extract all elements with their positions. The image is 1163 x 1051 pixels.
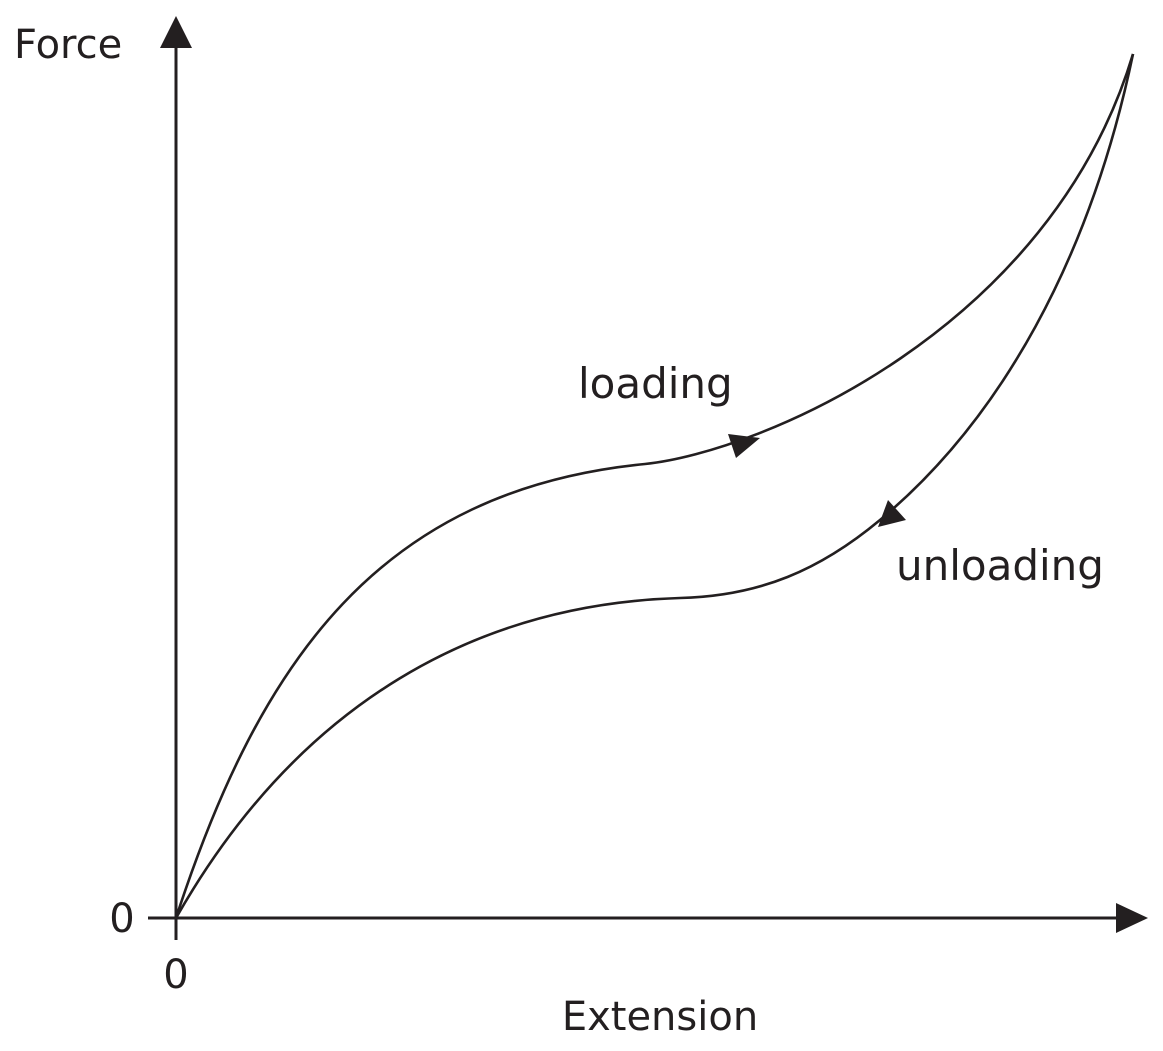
y-axis-arrowhead xyxy=(160,16,192,48)
loading-label: loading xyxy=(578,359,733,408)
loading-curve xyxy=(174,53,1135,919)
x-axis-arrowhead xyxy=(1116,903,1148,933)
unloading-label: unloading xyxy=(896,541,1104,590)
loading-arrowhead xyxy=(728,434,760,458)
y-axis-title: Force xyxy=(14,22,122,68)
y-origin-tick-label: 0 xyxy=(109,896,134,942)
unloading-curve xyxy=(174,53,1135,919)
x-axis-title: Extension xyxy=(562,994,758,1040)
x-origin-tick-label: 0 xyxy=(163,952,188,998)
unloading-arrowhead xyxy=(878,500,906,527)
